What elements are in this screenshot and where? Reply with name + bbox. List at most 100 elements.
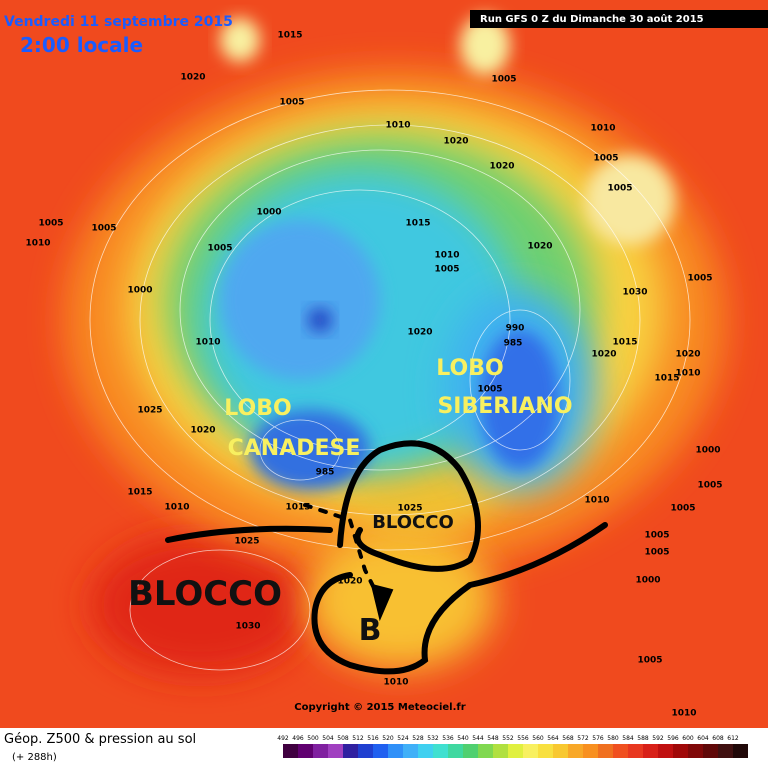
colorbar-swatch xyxy=(523,744,538,758)
pressure-labels: 1015 1020 1005 1010 1020 1005 1010 1005 1020 1005… xyxy=(25,31,722,719)
pressure-label: 990 xyxy=(506,324,525,334)
colorbar-tick: 608 xyxy=(712,735,724,742)
colorbar-swatch xyxy=(568,744,583,758)
colorbar-tick: 508 xyxy=(337,735,349,742)
colorbar-swatch xyxy=(388,744,403,758)
pressure-label: 1005 xyxy=(279,98,304,108)
colorbar-swatch xyxy=(493,744,508,758)
annotation: LOBO xyxy=(436,356,503,381)
colorbar-tick: 596 xyxy=(667,735,679,742)
annotation-lines xyxy=(165,440,608,675)
pressure-label: 1005 xyxy=(491,75,516,85)
legend-title: Géop. Z500 & pression au sol xyxy=(4,732,196,747)
colorbar: 492 496 500 504 508 512 516 520 524 528 532 536 540 5… xyxy=(277,735,748,758)
pressure-label: 1020 xyxy=(337,577,362,587)
pressure-label: 1015 xyxy=(612,338,637,348)
pressure-label: 1015 xyxy=(654,374,679,384)
pressure-label: 1010 xyxy=(195,338,220,348)
colorbar-tick: 548 xyxy=(487,735,499,742)
pressure-label: 1000 xyxy=(127,286,152,296)
date: Vendredi 11 septembre 2015 xyxy=(4,14,233,30)
colorbar-tick: 504 xyxy=(322,735,334,742)
pressure-label: 1005 xyxy=(644,548,669,558)
colorbar-tick: 536 xyxy=(442,735,454,742)
pressure-label: 1030 xyxy=(622,288,647,298)
colorbar-tick: 528 xyxy=(412,735,424,742)
pressure-label: 1005 xyxy=(637,656,662,666)
colorbar-tick: 600 xyxy=(682,735,694,742)
annotation: BLOCCO xyxy=(372,512,454,533)
pressure-label: 1015 xyxy=(277,31,302,41)
annotation: SIBERIANO xyxy=(437,394,572,419)
colorbar-tick: 496 xyxy=(292,735,304,742)
run-info: Run GFS 0 Z du Dimanche 30 août 2015 xyxy=(480,13,704,25)
pressure-label: 1015 xyxy=(127,488,152,498)
colorbar-swatch xyxy=(328,744,343,758)
pressure-label: 1005 xyxy=(607,184,632,194)
colorbar-tick: 560 xyxy=(532,735,544,742)
annotation: BLOCCO xyxy=(128,574,282,614)
colorbar-swatch xyxy=(628,744,643,758)
pressure-label: 1010 xyxy=(164,503,189,513)
pressure-label: 1020 xyxy=(180,73,205,83)
pressure-label: 1010 xyxy=(385,121,410,131)
pressure-label: 1010 xyxy=(584,496,609,506)
colorbar-swatch xyxy=(598,744,613,758)
pressure-label: 1015 xyxy=(405,219,430,229)
colorbar-swatch xyxy=(358,744,373,758)
pressure-label: 1005 xyxy=(593,154,618,164)
colorbar-swatch xyxy=(418,744,433,758)
colorbar-tick: 564 xyxy=(547,735,559,742)
pressure-label: 1020 xyxy=(443,137,468,147)
pressure-label: 1000 xyxy=(256,208,281,218)
pressure-label: 1005 xyxy=(434,265,459,275)
colorbar-swatch xyxy=(583,744,598,758)
pressure-label: 1020 xyxy=(489,162,514,172)
colorbar-tick: 512 xyxy=(352,735,364,742)
colorbar-tick: 572 xyxy=(577,735,589,742)
pressure-label: 985 xyxy=(504,339,523,349)
colorbar-swatch xyxy=(673,744,688,758)
colorbar-swatch xyxy=(613,744,628,758)
colorbar-swatch xyxy=(478,744,493,758)
pressure-label: 1005 xyxy=(91,224,116,234)
colorbar-swatch xyxy=(283,744,298,758)
pressure-label: 1005 xyxy=(38,219,63,229)
pressure-label: 1010 xyxy=(383,678,408,688)
pressure-label: 1005 xyxy=(670,504,695,514)
pressure-label: 1020 xyxy=(591,350,616,360)
colorbar-tick: 500 xyxy=(307,735,319,742)
colorbar-tick: 576 xyxy=(592,735,604,742)
pressure-label: 1005 xyxy=(477,385,502,395)
annotation: LOBO xyxy=(224,396,291,421)
pressure-label: 1010 xyxy=(590,124,615,134)
colorbar-tick: 540 xyxy=(457,735,469,742)
colorbar-swatch xyxy=(703,744,718,758)
colorbar-tick: 604 xyxy=(697,735,709,742)
pressure-label: 1010 xyxy=(434,251,459,261)
pressure-label: 1005 xyxy=(207,244,232,254)
pressure-label: 1005 xyxy=(644,531,669,541)
annotation: CANADESE xyxy=(228,436,361,461)
colorbar-swatch xyxy=(643,744,658,758)
colorbar-tick: 580 xyxy=(607,735,619,742)
colorbar-tick: 584 xyxy=(622,735,634,742)
colorbar-swatch xyxy=(538,744,553,758)
colorbar-swatch xyxy=(508,744,523,758)
colorbar-swatch xyxy=(298,744,313,758)
pressure-label: 1010 xyxy=(25,239,50,249)
colorbar-swatch xyxy=(658,744,673,758)
colorbar-tick: 588 xyxy=(637,735,649,742)
colorbar-tick: 612 xyxy=(727,735,739,742)
colorbar-tick: 516 xyxy=(367,735,379,742)
colorbar-tick: 544 xyxy=(472,735,484,742)
colorbar-tick: 568 xyxy=(562,735,574,742)
colorbar-swatch xyxy=(373,744,388,758)
pressure-label: 1025 xyxy=(234,537,259,547)
copyright: Copyright © 2015 Meteociel.fr xyxy=(294,702,465,713)
colorbar-tick: 520 xyxy=(382,735,394,742)
colorbar-swatch xyxy=(313,744,328,758)
pressure-label: 1000 xyxy=(695,446,720,456)
pressure-label: 985 xyxy=(316,468,335,478)
